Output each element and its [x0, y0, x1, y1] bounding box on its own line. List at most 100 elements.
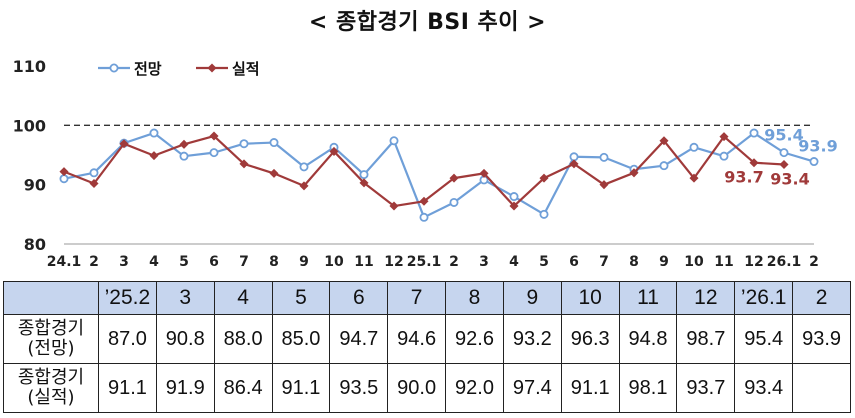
data-point — [599, 152, 609, 162]
x-tick-label: 7 — [239, 254, 249, 270]
table-cell: 93.2 — [502, 314, 562, 364]
x-tick-label: 9 — [659, 254, 669, 270]
row-header-actual: 종합경기 (실적) — [3, 363, 99, 413]
row-header-actual-line2: (실적) — [27, 387, 75, 408]
table-cell: 97.4 — [502, 363, 562, 413]
row-header-actual-line1: 종합경기 — [17, 367, 85, 388]
x-tick-label: 26.1 — [767, 254, 802, 270]
table-cell: 88.0 — [213, 314, 273, 364]
data-point — [779, 148, 789, 158]
x-tick-label: 6 — [569, 254, 579, 270]
x-tick-label: 5 — [539, 254, 549, 270]
table-row-actual: 종합경기 (실적) 91.1 91.9 86.4 91.1 93.5 90.0 92.0 97… — [3, 363, 851, 413]
data-point — [689, 142, 699, 152]
table-cell: 91.9 — [155, 363, 215, 413]
data-point — [509, 192, 519, 202]
data-point — [239, 159, 249, 169]
y-tick-label: 110 — [13, 57, 46, 76]
data-point — [239, 139, 249, 149]
legend-actual-marker — [207, 63, 217, 73]
table-cell: 91.1 — [271, 363, 331, 413]
data-point — [59, 174, 69, 184]
x-tick-label: 10 — [324, 254, 344, 270]
legend-actual-label: 실적 — [232, 60, 260, 78]
table-col-header: 8 — [445, 281, 504, 315]
data-point — [719, 151, 729, 161]
table-cell: 94.6 — [387, 314, 447, 364]
table-col-header: 2 — [792, 281, 851, 315]
table-cell: 92.6 — [445, 314, 504, 364]
table-col-header: 12 — [676, 281, 736, 315]
x-tick-label: 8 — [269, 254, 279, 270]
legend-forecast-label: 전망 — [134, 60, 162, 78]
table-cell: 86.4 — [213, 363, 273, 413]
x-tick-label: 10 — [684, 254, 704, 270]
table-cell: 90.0 — [387, 363, 447, 413]
table-header-row: ’25.2 3 4 5 6 7 8 9 10 11 12’26.1 2 — [3, 281, 851, 315]
data-point — [149, 151, 159, 161]
table-cell: 94.7 — [329, 314, 389, 364]
series-line-0 — [63, 131, 815, 219]
table-col-header: 6 — [329, 281, 389, 315]
x-tick-label: 24.1 — [47, 254, 82, 270]
table-col-header: ’25.2 — [98, 281, 157, 315]
data-point — [119, 139, 129, 149]
x-tick-label: 4 — [149, 254, 159, 270]
data-point — [149, 128, 159, 138]
data-point — [209, 131, 219, 141]
x-tick-label: 6 — [209, 254, 219, 270]
data-point — [59, 167, 69, 177]
legend-forecast-marker — [109, 63, 119, 73]
data-point — [389, 136, 399, 146]
table-corner-cell — [3, 281, 99, 315]
x-tick-label: 9 — [299, 254, 309, 270]
data-point — [359, 170, 369, 180]
table-cell — [792, 363, 851, 413]
x-tick-label: 12 — [384, 254, 403, 270]
data-point — [209, 148, 219, 158]
x-tick-label: 25.1 — [407, 254, 442, 270]
table-cell: 95.4 — [734, 314, 794, 364]
x-tick-label: 2 — [809, 254, 819, 270]
table-cell: 93.5 — [329, 363, 389, 413]
y-tick-label: 100 — [13, 116, 46, 135]
data-point — [659, 161, 669, 171]
table-cell: 92.0 — [445, 363, 504, 413]
x-tick-label: 8 — [629, 254, 639, 270]
data-point — [329, 146, 339, 156]
table-col-header: 5 — [271, 281, 331, 315]
data-point — [749, 128, 759, 138]
x-tick-label: 3 — [479, 254, 489, 270]
table-cell: 98.1 — [618, 363, 678, 413]
table-col-header: 7 — [387, 281, 447, 315]
data-label: 93.7 — [724, 168, 763, 187]
table-col-header: ’26.1 — [734, 281, 794, 315]
data-point — [569, 152, 579, 162]
table-cell: 94.8 — [618, 314, 678, 364]
data-point — [269, 168, 279, 178]
x-tick-label: 2 — [89, 254, 99, 270]
table-row-forecast: 종합경기 (전망) 87.0 90.8 88.0 85.0 94.7 94.6 92.6 93… — [3, 314, 851, 364]
row-header-forecast-line1: 종합경기 — [17, 318, 85, 339]
y-tick-label: 90 — [24, 176, 46, 195]
data-point — [779, 159, 789, 170]
row-header-forecast: 종합경기 (전망) — [3, 314, 99, 364]
data-label: 93.4 — [770, 169, 809, 188]
data-point — [179, 151, 189, 161]
data-label: 93.9 — [798, 137, 837, 156]
table-col-header: 4 — [213, 281, 273, 315]
x-tick-label: 5 — [179, 254, 189, 270]
x-tick-label: 11 — [354, 254, 373, 270]
data-point — [269, 138, 279, 148]
table-col-header: 3 — [155, 281, 215, 315]
x-tick-label: 11 — [714, 254, 733, 270]
table-cell: 93.7 — [676, 363, 736, 413]
data-point — [89, 178, 99, 189]
table-cell: 85.0 — [271, 314, 331, 364]
table-cell: 91.1 — [560, 363, 620, 413]
x-tick-label: 3 — [119, 254, 129, 270]
data-point — [419, 212, 429, 222]
table-cell: 87.0 — [98, 314, 157, 364]
data-label: 95.4 — [764, 126, 803, 145]
x-tick-label: 2 — [449, 254, 459, 270]
